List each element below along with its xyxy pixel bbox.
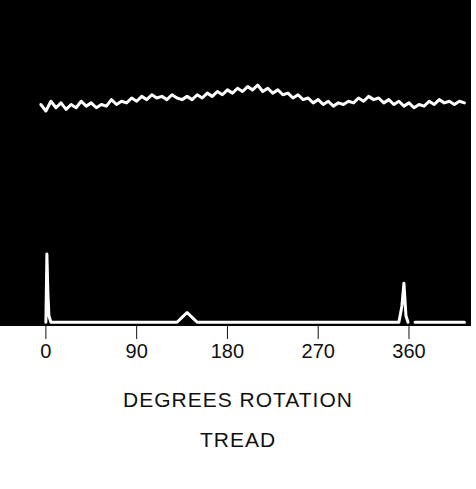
html-text:TREAD: TREAD — [199, 428, 277, 451]
svg-text:270: 270 — [302, 340, 335, 362]
svg-text:180: 180 — [211, 340, 244, 362]
svg-text:0: 0 — [40, 340, 51, 362]
html-text:DEGREES ROTATION: DEGREES ROTATION — [123, 388, 353, 411]
svg-text:90: 90 — [126, 340, 148, 362]
svg-text:360: 360 — [392, 340, 425, 362]
